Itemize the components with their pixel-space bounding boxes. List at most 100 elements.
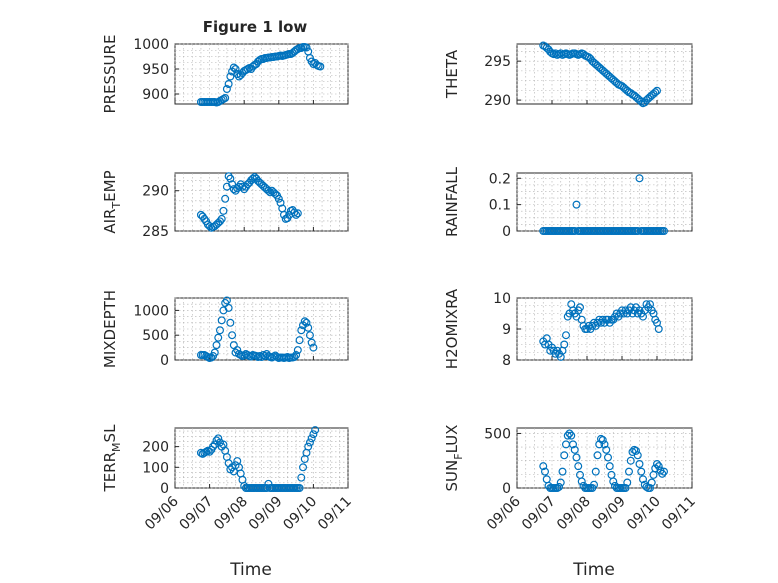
data-point-terr-msl <box>214 434 223 443</box>
panel-pressure: 900 950 1000 PRESSURE <box>101 35 349 114</box>
y-tick-label-rainfall: 0 <box>502 224 511 240</box>
data-point-mixdepth <box>224 303 233 312</box>
x-tick-label: 09/09 <box>589 494 629 534</box>
data-point-sun-flux <box>624 467 633 476</box>
panel-air-temp: 285 290 AIRTEMP <box>101 170 349 240</box>
y-tick-label-h2omixra: 8 <box>502 353 511 369</box>
data-point-sun-flux <box>642 482 651 491</box>
panel-mixdepth: 0 500 1000 MIXDEPTH <box>101 290 349 369</box>
data-point-pressure <box>224 79 233 88</box>
data-point-sun-flux <box>539 462 548 471</box>
data-point-mixdepth <box>215 326 224 335</box>
y-tick-label-mixdepth: 0 <box>160 353 169 369</box>
data-point-sun-flux <box>558 467 567 476</box>
y-tick-label-terr-msl: 0 <box>160 481 169 497</box>
data-point-air-temp <box>274 194 283 203</box>
y-axis-label-air-temp: AIRTEMP <box>101 170 123 233</box>
x-tick-label: 09/07 <box>519 494 559 534</box>
data-point-mixdepth <box>300 317 309 326</box>
data-point-pressure <box>229 63 238 72</box>
data-point-sun-flux <box>633 451 642 460</box>
data-point-sun-flux <box>623 478 632 487</box>
y-axis-label-pressure: PRESSURE <box>101 35 119 114</box>
x-tick-label: 09/07 <box>177 494 217 534</box>
data-point-sun-flux <box>570 445 579 454</box>
data-point-terr-msl <box>304 442 313 451</box>
data-point-sun-flux <box>565 429 574 438</box>
x-tick-label: 09/09 <box>246 494 286 534</box>
data-point-sun-flux <box>630 445 639 454</box>
data-point-terr-msl <box>209 442 218 451</box>
data-point-sun-flux <box>593 451 602 460</box>
data-point-pressure <box>316 62 325 71</box>
x-axis-label-right: Time <box>572 560 615 580</box>
data-point-air-temp <box>200 214 209 223</box>
data-point-terr-msl <box>311 426 320 435</box>
axes-frame-terr-msl <box>174 427 349 489</box>
data-point-sun-flux <box>621 484 630 493</box>
data-point-sun-flux <box>563 431 572 440</box>
y-tick-label-pressure: 1000 <box>133 37 169 53</box>
data-point-air-temp <box>224 172 233 181</box>
data-point-theta <box>652 86 661 95</box>
y-tick-label-rainfall: 0.1 <box>489 198 511 214</box>
data-point-sun-flux <box>540 467 549 476</box>
y-tick-label-sun-flux: 0 <box>502 481 511 497</box>
data-point-mixdepth <box>302 318 311 327</box>
data-point-terr-msl <box>309 430 318 439</box>
panel-theta: 290 295 THETA <box>443 41 693 109</box>
data-point-air-temp <box>293 209 302 218</box>
x-tick-label: 09/10 <box>624 494 664 534</box>
data-point-mixdepth <box>226 318 235 327</box>
data-point-sun-flux <box>654 462 663 471</box>
data-point-pressure <box>226 72 235 81</box>
data-point-sun-flux <box>637 467 646 476</box>
data-point-air-temp <box>228 180 237 189</box>
data-point-mixdepth <box>295 336 304 345</box>
data-point-pressure <box>222 84 231 93</box>
data-point-sun-flux <box>647 478 656 487</box>
data-point-sun-flux <box>600 440 609 449</box>
data-point-terr-msl <box>295 484 304 493</box>
x-tick-label: 09/11 <box>315 494 355 534</box>
y-tick-label-theta: 295 <box>484 54 511 70</box>
data-point-sun-flux <box>572 453 581 462</box>
data-point-air-temp <box>215 217 224 226</box>
data-point-pressure <box>231 64 240 73</box>
data-point-h2omixra <box>575 303 584 312</box>
data-point-sun-flux <box>598 436 607 445</box>
data-point-mixdepth <box>293 346 302 355</box>
data-point-sun-flux <box>635 460 644 469</box>
x-tick-label: 09/08 <box>554 494 594 534</box>
data-point-theta <box>651 88 660 97</box>
x-tick-label: 09/08 <box>211 494 251 534</box>
data-point-air-temp <box>221 194 230 203</box>
data-point-terr-msl <box>203 446 212 455</box>
data-point-sun-flux <box>591 467 600 476</box>
data-point-air-temp <box>217 214 226 223</box>
y-axis-label-terr-msl: TERRMSL <box>101 424 123 493</box>
data-point-terr-msl <box>202 447 211 456</box>
data-point-rainfall <box>635 174 644 183</box>
data-point-sun-flux <box>603 453 612 462</box>
data-point-mixdepth <box>210 348 219 357</box>
y-tick-label-pressure: 900 <box>142 87 169 103</box>
y-axis-label-theta: THETA <box>443 49 461 99</box>
x-tick-label: 09/11 <box>659 494 699 534</box>
data-point-air-temp <box>290 208 299 217</box>
x-tick-label: 09/06 <box>484 493 524 533</box>
figure-title: Figure 1 low <box>203 18 308 36</box>
data-point-theta <box>637 97 646 106</box>
data-point-sun-flux <box>658 469 667 478</box>
y-tick-label-h2omixra: 9 <box>502 322 511 338</box>
data-point-sun-flux <box>554 482 563 491</box>
data-point-air-temp <box>219 206 228 215</box>
data-point-mixdepth <box>309 343 318 352</box>
y-tick-label-terr-msl: 100 <box>142 460 169 476</box>
data-point-mixdepth <box>222 296 231 305</box>
data-point-h2omixra <box>561 331 570 340</box>
data-point-terr-msl <box>210 440 219 449</box>
y-axis-label-rainfall: RAINFALL <box>443 166 461 237</box>
